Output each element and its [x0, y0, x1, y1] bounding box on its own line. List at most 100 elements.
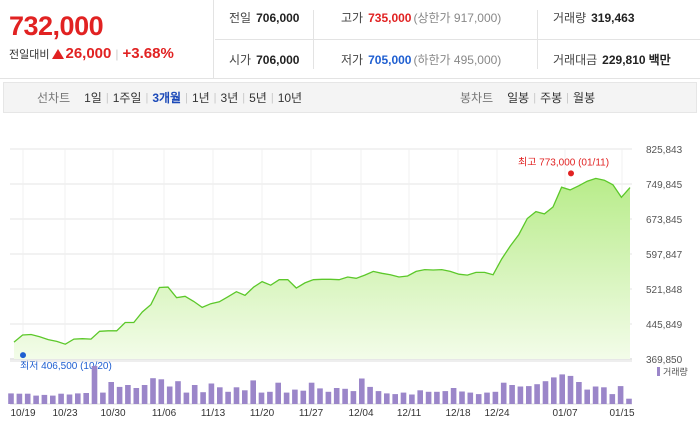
volume-bar: [208, 383, 215, 404]
volume-bar: [66, 394, 73, 404]
volume-bar: [191, 385, 198, 404]
divider: |: [242, 91, 246, 104]
stat-label: 고가: [341, 11, 364, 25]
stat-open: 시가 706,000: [229, 52, 299, 68]
volume-bar: [166, 386, 173, 404]
volume-legend-label: 거래량: [663, 366, 688, 377]
volume-bar: [534, 384, 540, 404]
divider: |: [105, 91, 109, 104]
volume-bar: [592, 386, 599, 404]
volume-bar: [559, 374, 565, 404]
volume-bar: [584, 389, 590, 404]
volume-bar: [450, 388, 457, 404]
lower-limit: (하한가 495,000): [413, 53, 502, 67]
volume-bar: [442, 391, 449, 404]
y-tick-label: 597,847: [646, 250, 683, 261]
stat-value: 735,000: [368, 11, 412, 25]
volume-bar: [392, 394, 398, 404]
period-10y[interactable]: 10년: [277, 91, 303, 105]
upper-limit: (상한가 917,000): [413, 11, 502, 25]
volume-bar: [359, 378, 365, 404]
divider: |: [185, 91, 188, 104]
volume-bar: [375, 391, 382, 404]
period-3m[interactable]: 3개월: [152, 91, 182, 105]
candle-weekly[interactable]: 주봉: [540, 91, 563, 105]
stat-value: 229,810: [602, 53, 646, 67]
stats-table: 전일 706,000 고가 735,000 (상한가 917,000) 거래량 319,…: [215, 0, 700, 79]
divider: |: [145, 91, 149, 104]
volume-bar: [33, 395, 39, 404]
change-label: 전일대비: [9, 49, 50, 61]
x-tick-label: 01/15: [609, 408, 634, 419]
volume-bar: [609, 394, 616, 404]
chart-toolbar: 선차트 1일 | 1주일 | 3개월 | 1년 | 3년 | 5년 | 10년 …: [3, 82, 697, 113]
price-line: [13, 177, 631, 345]
chart-annotations: 최고 773,000 (01/11) 최저 406,500 (10/20): [20, 156, 609, 372]
volume-bar: [233, 387, 240, 404]
volume-bar: [116, 386, 123, 404]
period-3y[interactable]: 3년: [220, 91, 239, 105]
volume-bar: [492, 391, 499, 404]
volume-bar: [283, 392, 290, 404]
stat-trade-value: 거래대금 229,810 백만: [553, 52, 671, 68]
low-label: 최저 406,500 (10/20): [20, 360, 112, 372]
volume-bar: [141, 385, 148, 404]
change-amount: 26,000: [65, 45, 112, 62]
volume-bar: [258, 392, 265, 404]
volume-bar: [417, 390, 423, 404]
stat-label: 전일: [229, 11, 252, 25]
period-1d[interactable]: 1일: [84, 91, 102, 105]
current-price: 732,000: [9, 11, 104, 41]
stat-value: 319,463: [591, 11, 635, 25]
y-tick-label: 825,843: [646, 145, 683, 156]
line-chart-label: 선차트: [37, 91, 71, 105]
y-tick-label: 521,848: [646, 285, 683, 296]
low-marker: [20, 352, 26, 359]
stats-col-divider: [537, 10, 538, 69]
divider: |: [213, 91, 217, 104]
candle-daily[interactable]: 일봉: [507, 91, 530, 105]
period-5y[interactable]: 5년: [249, 91, 267, 105]
change-divider: |: [115, 47, 119, 61]
x-tick-label: 11/13: [201, 408, 226, 419]
volume-bar: [484, 392, 490, 404]
volume-bar: [16, 393, 23, 404]
volume-bar: [75, 393, 81, 404]
volume-bar: [467, 392, 474, 404]
divider: |: [566, 91, 570, 104]
volume-bar: [133, 388, 140, 404]
volume-bar: [125, 385, 131, 404]
volume-legend-swatch: [657, 367, 660, 376]
volume-bar: [217, 387, 223, 404]
x-tick-label: 10/19: [10, 408, 35, 419]
stat-value: 705,000: [368, 53, 412, 67]
volume-bars: 거래량: [8, 360, 688, 405]
volume-bar: [517, 386, 524, 404]
volume-bar: [108, 382, 114, 404]
x-tick-label: 12/11: [397, 408, 422, 419]
stat-unit: 백만: [648, 53, 671, 67]
stat-label: 저가: [341, 53, 364, 67]
period-1y[interactable]: 1년: [191, 91, 210, 105]
period-1w[interactable]: 1주일: [112, 91, 142, 105]
price-chart[interactable]: 825,843 749,845 673,845 597,847 521,848 445,8…: [0, 140, 700, 433]
volume-bar: [200, 392, 206, 404]
x-tick-label: 12/18: [445, 408, 470, 419]
line-chart-periods: 선차트 1일 | 1주일 | 3개월 | 1년 | 3년 | 5년 | 10년: [37, 83, 306, 112]
volume-bar: [601, 387, 607, 404]
volume-bar: [350, 391, 357, 404]
volume-bar: [58, 393, 64, 404]
y-axis-labels: 825,843 749,845 673,845 597,847 521,848 445,8…: [646, 145, 683, 366]
x-tick-label: 12/24: [484, 408, 509, 419]
volume-bar: [8, 393, 14, 404]
x-tick-label: 11/20: [250, 408, 275, 419]
volume-bar: [400, 392, 407, 404]
stat-prev-close: 전일 706,000: [229, 10, 299, 26]
volume-bar: [250, 380, 256, 404]
volume-bar: [292, 389, 298, 404]
volume-bar: [24, 393, 31, 404]
volume-bar: [175, 381, 181, 404]
volume-bar: [225, 391, 231, 404]
candle-monthly[interactable]: 월봉: [573, 91, 596, 105]
y-tick-label: 749,845: [646, 180, 683, 191]
